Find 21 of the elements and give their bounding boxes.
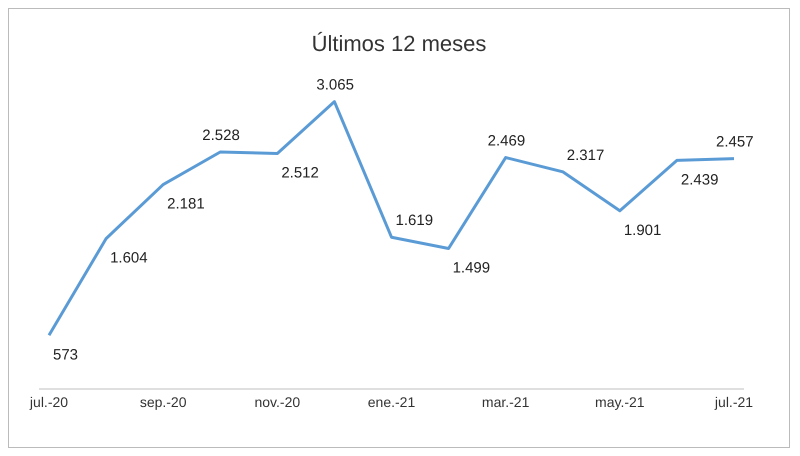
data-label: 2.512 [281,164,319,182]
chart-title: Últimos 12 meses [310,31,488,57]
data-label: 1.619 [396,212,434,230]
data-label: 1.604 [110,250,148,267]
data-label: 2.439 [680,171,718,188]
x-tick-label: may.-21 [595,394,645,410]
data-label: 1.901 [624,222,662,239]
x-tick-label: mar.-21 [482,394,530,410]
data-label: 1.499 [452,259,490,276]
x-tick-label: ene.-21 [368,394,416,410]
data-label: 573 [53,346,78,364]
data-label: 2.181 [167,196,205,213]
x-tick-label: jul.-21 [714,394,754,410]
x-tick-label: nov.-20 [254,394,300,410]
x-tick-label: sep.-20 [140,394,187,410]
data-label: 2.528 [202,127,240,144]
data-label: 2.469 [488,132,526,150]
data-label: 2.457 [716,134,754,151]
data-label: 2.317 [566,146,604,164]
x-tick-label: jul.-20 [28,394,68,410]
data-label: 3.065 [316,76,354,94]
